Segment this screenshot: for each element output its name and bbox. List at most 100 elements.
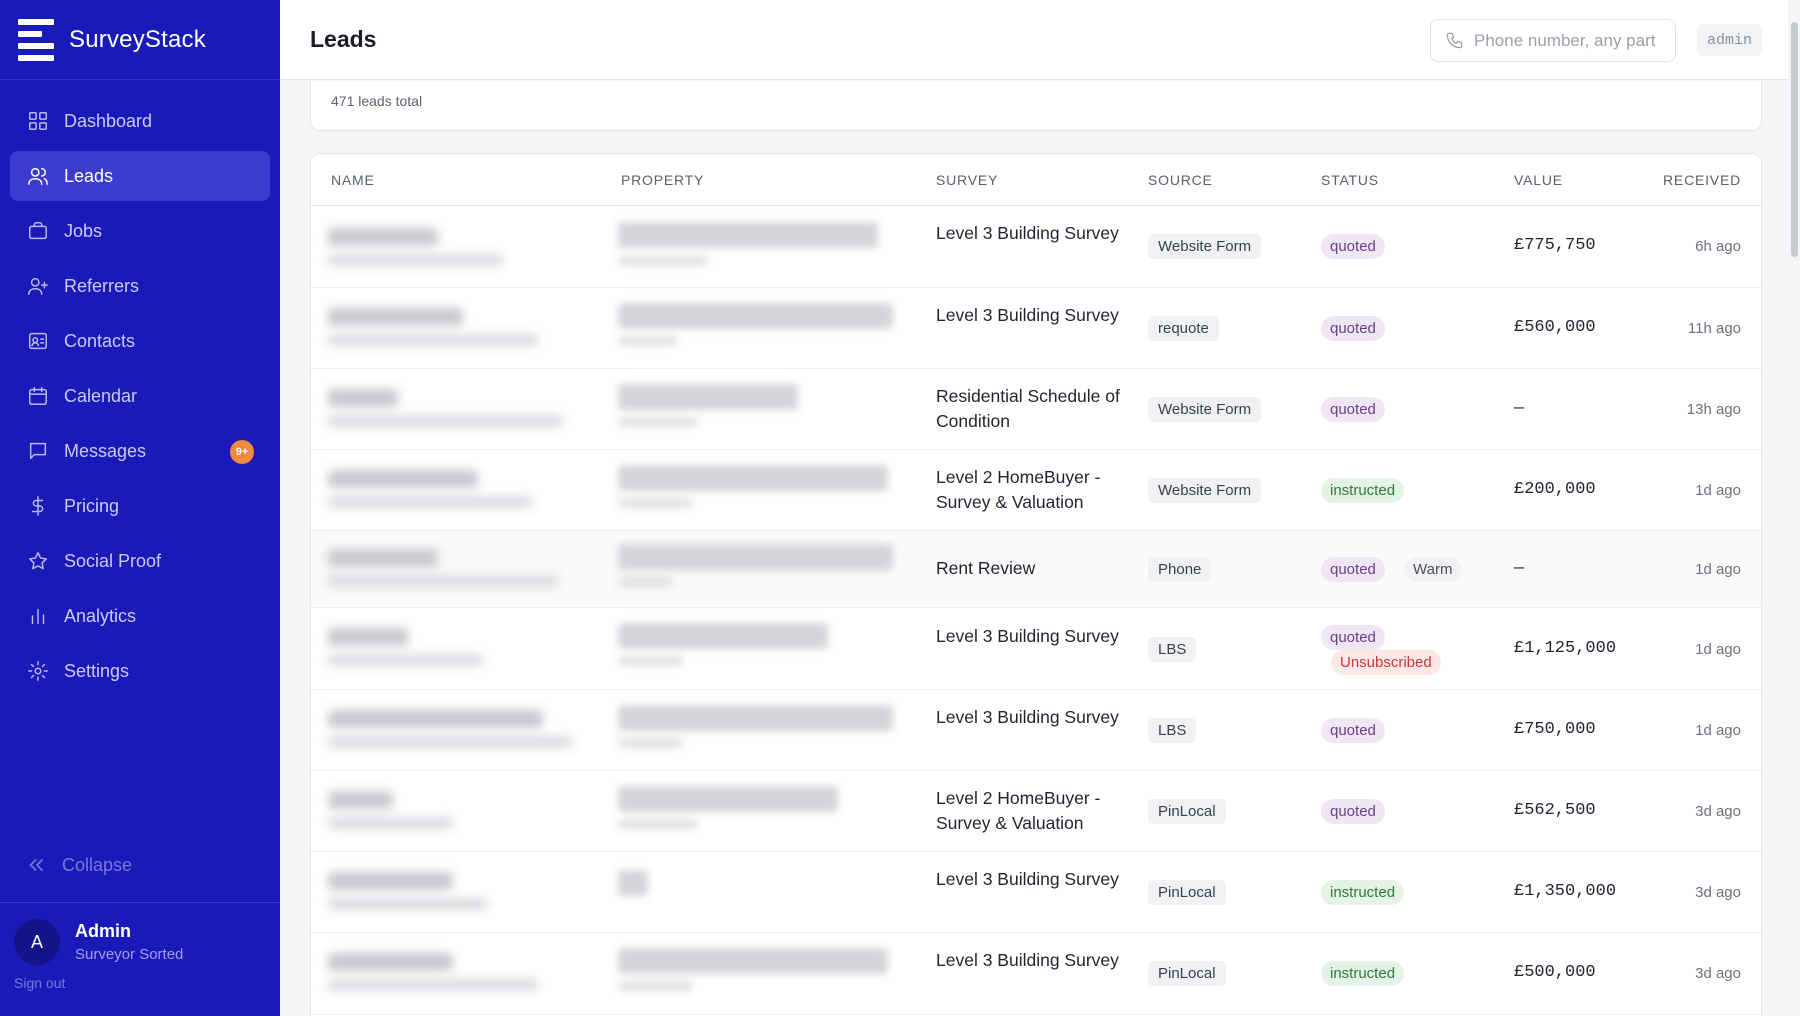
lead-value: £775,750 <box>1514 236 1596 255</box>
redacted-email <box>328 334 538 346</box>
source-badge: Website Form <box>1148 397 1262 422</box>
column-header-source[interactable]: SOURCE <box>1148 172 1213 188</box>
redacted-name <box>328 228 438 246</box>
redacted-postcode <box>618 336 678 346</box>
redacted-email <box>328 254 503 266</box>
sidebar-item-social-proof[interactable]: Social Proof <box>10 536 270 586</box>
survey-type: Level 3 Building Survey <box>936 626 1119 646</box>
unsubscribed-badge: Unsubscribed <box>1331 650 1441 675</box>
table-row[interactable]: Level 2 HomeBuyer - Survey & Valuation W… <box>311 450 1761 531</box>
table-row[interactable]: Level 3 Building Survey requote quoted £… <box>311 288 1761 369</box>
sidebar-item-label: Social Proof <box>64 550 162 571</box>
redacted-postcode <box>618 981 693 991</box>
status-badge: quoted <box>1321 799 1385 824</box>
sidebar-item-label: Calendar <box>64 385 138 406</box>
column-header-status[interactable]: STATUS <box>1321 172 1379 188</box>
dashboard-icon <box>26 109 50 133</box>
sidebar-item-analytics[interactable]: Analytics <box>10 591 270 641</box>
column-header-value[interactable]: VALUE <box>1514 172 1563 188</box>
avatar[interactable]: A <box>14 919 60 965</box>
phone-search-input[interactable] <box>1474 30 1664 51</box>
source-badge: Website Form <box>1148 234 1262 259</box>
received-time: 3d ago <box>1695 965 1741 982</box>
survey-type: Level 3 Building Survey <box>936 707 1119 727</box>
sidebar-item-label: Analytics <box>64 605 137 626</box>
redacted-postcode <box>618 819 698 829</box>
collapse-sidebar-button[interactable]: Collapse <box>10 840 132 890</box>
redacted-name <box>328 470 478 488</box>
gear-icon <box>26 659 50 683</box>
source-badge: LBS <box>1148 637 1197 662</box>
table-row[interactable]: Level 3 Building Survey LBS quoted Unsub… <box>311 608 1761 690</box>
sidebar-item-dashboard[interactable]: Dashboard <box>10 96 270 146</box>
redacted-email <box>328 817 453 829</box>
sidebar-item-messages[interactable]: Messages 9+ <box>10 426 270 476</box>
redacted-email <box>328 575 558 587</box>
redacted-postcode <box>618 656 683 666</box>
sidebar-item-pricing[interactable]: Pricing <box>10 481 270 531</box>
table-row[interactable]: Level 2 HomeBuyer - Survey & Valuation P… <box>311 771 1761 852</box>
sidebar-item-label: Dashboard <box>64 110 153 131</box>
redacted-postcode <box>618 738 683 748</box>
table-row[interactable]: Level 3 Building Survey PinLocal instruc… <box>311 852 1761 933</box>
column-header-name[interactable]: NAME <box>331 172 375 188</box>
sign-out-link[interactable]: Sign out <box>14 975 66 991</box>
redacted-property <box>618 705 893 731</box>
redacted-property <box>618 948 888 974</box>
redacted-email <box>328 654 483 666</box>
received-time: 3d ago <box>1695 884 1741 901</box>
sidebar-item-calendar[interactable]: Calendar <box>10 371 270 421</box>
lead-value: £750,000 <box>1514 720 1596 739</box>
sidebar-item-jobs[interactable]: Jobs <box>10 206 270 256</box>
redacted-property <box>618 544 893 570</box>
column-header-received[interactable]: RECEIVED <box>1663 172 1741 188</box>
survey-type: Level 2 HomeBuyer - Survey & Valuation <box>936 467 1101 512</box>
column-header-property[interactable]: PROPERTY <box>621 172 705 188</box>
survey-type: Level 2 HomeBuyer - Survey & Valuation <box>936 788 1101 833</box>
redacted-name <box>328 953 453 971</box>
admin-tag: admin <box>1696 24 1762 56</box>
sidebar-item-label: Pricing <box>64 495 120 516</box>
column-header-survey[interactable]: SURVEY <box>936 172 999 188</box>
sidebar-item-leads[interactable]: Leads <box>10 151 270 201</box>
status-badge: quoted <box>1321 718 1385 743</box>
redacted-email <box>328 979 538 991</box>
page-scrollbar[interactable] <box>1788 0 1800 1016</box>
sidebar-item-referrers[interactable]: Referrers <box>10 261 270 311</box>
table-row[interactable]: Residential Schedule of Condition Websit… <box>311 369 1761 450</box>
sidebar-item-label: Messages <box>64 440 147 461</box>
phone-search[interactable] <box>1430 19 1676 62</box>
scrollbar-thumb[interactable] <box>1791 22 1798 257</box>
user-plus-icon <box>26 274 50 298</box>
survey-type: Level 3 Building Survey <box>936 950 1119 970</box>
status-badge: quoted <box>1321 625 1385 650</box>
brand[interactable]: SurveyStack <box>0 0 280 80</box>
lead-value: £1,350,000 <box>1514 882 1617 901</box>
briefcase-icon <box>26 219 50 243</box>
sidebar-item-label: Jobs <box>64 220 103 241</box>
survey-type: Level 3 Building Survey <box>936 869 1119 889</box>
top-header: Leads admin <box>280 0 1800 80</box>
redacted-property <box>618 303 893 329</box>
sidebar-item-contacts[interactable]: Contacts <box>10 316 270 366</box>
status-badge: quoted <box>1321 397 1385 422</box>
users-icon <box>26 164 50 188</box>
sidebar-item-settings[interactable]: Settings <box>10 646 270 696</box>
leads-total: 471 leads total <box>331 93 423 109</box>
status-badge: instructed <box>1321 961 1405 986</box>
brand-name: SurveyStack <box>69 25 206 53</box>
table-row[interactable]: Level 3 Building Survey LBS quoted £750,… <box>311 690 1761 771</box>
lead-value: £1,125,000 <box>1514 639 1617 658</box>
chevrons-left-icon <box>29 858 44 872</box>
lead-value: — <box>1514 559 1525 578</box>
table-row[interactable]: Level 3 Building Survey PinLocal instruc… <box>311 933 1761 1015</box>
received-time: 1d ago <box>1695 722 1741 739</box>
star-icon <box>26 549 50 573</box>
source-badge: PinLocal <box>1148 799 1226 824</box>
user-org: Surveyor Sorted <box>75 946 184 963</box>
table-row[interactable]: Level 3 Building Survey Website Form quo… <box>311 206 1761 288</box>
redacted-property <box>618 465 888 491</box>
redacted-email <box>328 496 533 508</box>
table-row[interactable]: Rent Review Phone quoted Warm — 1d ago <box>311 531 1761 608</box>
message-icon <box>26 439 50 463</box>
